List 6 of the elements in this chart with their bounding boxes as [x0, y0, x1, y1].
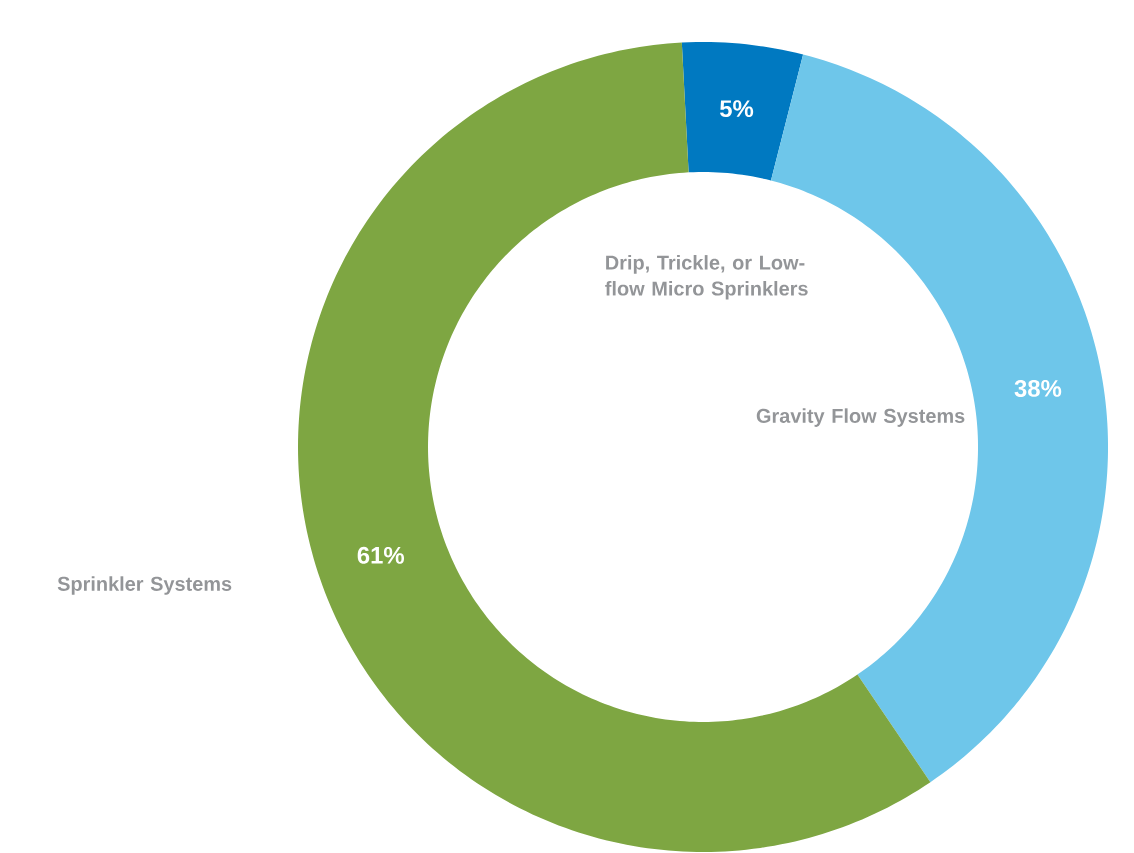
slice-label: Sprinkler Systems: [57, 576, 232, 595]
data-label: 5%: [719, 100, 754, 118]
data-label: 61%: [357, 546, 405, 564]
data-label: 38%: [1014, 379, 1062, 397]
slice-label: Gravity Flow Systems: [756, 408, 965, 427]
slice-label: Drip, Trickle, or Low-flow Micro Sprinklers: [605, 255, 808, 300]
